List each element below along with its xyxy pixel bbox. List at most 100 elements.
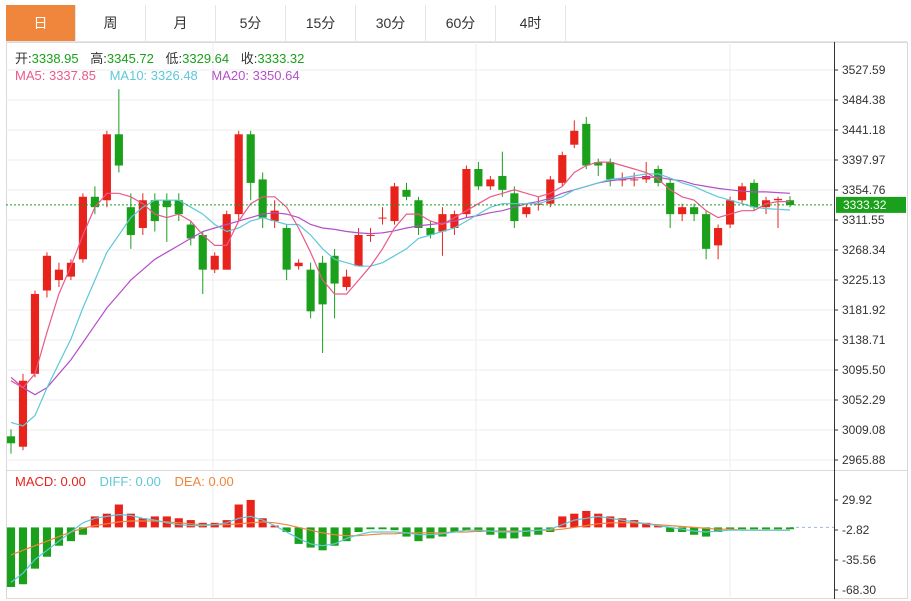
candle-body xyxy=(737,186,747,201)
y-tick-label: 3311.55 xyxy=(842,213,885,227)
candle-body xyxy=(773,198,783,201)
tab-4hour[interactable]: 4时 xyxy=(496,5,566,41)
ma-lines xyxy=(10,161,791,583)
macd-bar xyxy=(582,510,591,528)
candle-body xyxy=(6,436,16,444)
macd-bar xyxy=(270,525,279,528)
candle-body xyxy=(270,210,279,222)
candle-body xyxy=(726,200,735,225)
y-tick-label: 3527.59 xyxy=(842,63,886,77)
ohlc-legend: 开:3338.95 高:3345.72 低:3329.64 收:3333.32 xyxy=(15,51,304,66)
macd-bar xyxy=(761,527,771,530)
candle-body xyxy=(318,262,327,305)
macd-bar xyxy=(642,522,651,528)
y-tick-label: 2965.88 xyxy=(842,453,886,467)
macd-bar xyxy=(246,499,255,528)
candle-body xyxy=(522,207,531,215)
tab-30min[interactable]: 30分 xyxy=(356,5,426,41)
candle-body xyxy=(666,182,675,215)
macd-bar xyxy=(773,527,783,530)
candle-body xyxy=(246,134,255,183)
macd-bar xyxy=(462,527,471,531)
macd-bar xyxy=(150,516,159,528)
macd-bar xyxy=(606,516,615,528)
candle-body xyxy=(678,207,687,215)
candle-body xyxy=(330,255,339,284)
candlesticks xyxy=(6,89,795,454)
tab-15min[interactable]: 15分 xyxy=(286,5,356,41)
macd-bar xyxy=(438,527,447,537)
candle-body xyxy=(749,182,759,208)
y-tick-label: 3009.08 xyxy=(842,423,886,437)
macd-bar xyxy=(78,527,87,535)
ma10-line xyxy=(10,173,791,427)
tab-week[interactable]: 周 xyxy=(76,5,146,41)
y-tick-label: 3397.97 xyxy=(842,153,886,167)
candle-body xyxy=(282,228,291,270)
macd-bar xyxy=(258,518,267,528)
current-price-text: 3333.32 xyxy=(843,198,887,212)
macd-legend: MACD: 0.00 DIFF: 0.00 DEA: 0.00 xyxy=(15,474,234,489)
candle-body xyxy=(150,200,159,222)
macd-bar xyxy=(234,504,243,528)
price-panel-frame xyxy=(6,42,908,471)
y-tick-label: 3354.76 xyxy=(842,183,886,197)
candle-body xyxy=(378,217,387,219)
y-tick-label: 3181.92 xyxy=(842,303,886,317)
macd-bar xyxy=(534,527,543,535)
macd-bar xyxy=(390,527,399,531)
macd-bar xyxy=(90,516,99,528)
candle-body xyxy=(558,155,567,183)
candle-body xyxy=(54,269,64,281)
macd-bar xyxy=(630,520,639,528)
macd-bar xyxy=(102,513,111,528)
candle-body xyxy=(162,200,171,208)
grid xyxy=(6,42,834,599)
candle-body xyxy=(402,189,411,197)
dea-line xyxy=(10,520,790,556)
macd-bar xyxy=(666,527,675,532)
macd-bar xyxy=(66,527,75,542)
macd-y-tick-label: -35.56 xyxy=(842,553,876,567)
candle-body xyxy=(138,200,147,229)
candle-body xyxy=(66,262,75,277)
macd-bar xyxy=(318,527,327,551)
macd-bar xyxy=(294,527,303,544)
macd-y-tick-label: -2.82 xyxy=(842,523,870,537)
candle-body xyxy=(474,169,483,187)
tab-month[interactable]: 月 xyxy=(146,5,216,41)
tab-60min[interactable]: 60分 xyxy=(426,5,496,41)
candle-body xyxy=(702,214,711,249)
macd-bar xyxy=(354,527,363,532)
macd-bar xyxy=(114,504,123,528)
macd-bar xyxy=(726,527,735,530)
candle-body xyxy=(390,186,399,222)
macd-bar xyxy=(30,527,40,569)
y-axis-ticks: 3527.59 3484.38 3441.18 3397.97 3354.76 3311.… xyxy=(834,63,886,597)
candle-body xyxy=(294,262,303,267)
tab-5min[interactable]: 5分 xyxy=(216,5,286,41)
candle-body xyxy=(654,169,663,183)
candle-body xyxy=(198,234,207,270)
macd-histogram xyxy=(6,499,795,587)
macd-y-tick-label: 29.92 xyxy=(842,493,872,507)
period-tabbar: 日 周 月 5分 15分 30分 60分 4时 xyxy=(6,5,907,42)
candle-body xyxy=(426,228,435,235)
macd-y-tick-label: -68.30 xyxy=(842,583,876,597)
y-tick-label: 3484.38 xyxy=(842,93,886,107)
current-price-tag xyxy=(836,196,906,213)
candle-body xyxy=(785,200,795,206)
macd-bar xyxy=(402,527,411,537)
candle-body xyxy=(234,134,243,215)
candle-body xyxy=(78,196,87,260)
y-tick-label: 3095.50 xyxy=(842,363,886,377)
tab-day[interactable]: 日 xyxy=(6,5,76,41)
candle-body xyxy=(498,175,507,190)
macd-bar xyxy=(785,527,795,530)
candle-body xyxy=(594,162,603,166)
y-tick-label: 3225.13 xyxy=(842,273,886,287)
macd-bar xyxy=(749,527,759,530)
macd-bar xyxy=(737,527,747,530)
